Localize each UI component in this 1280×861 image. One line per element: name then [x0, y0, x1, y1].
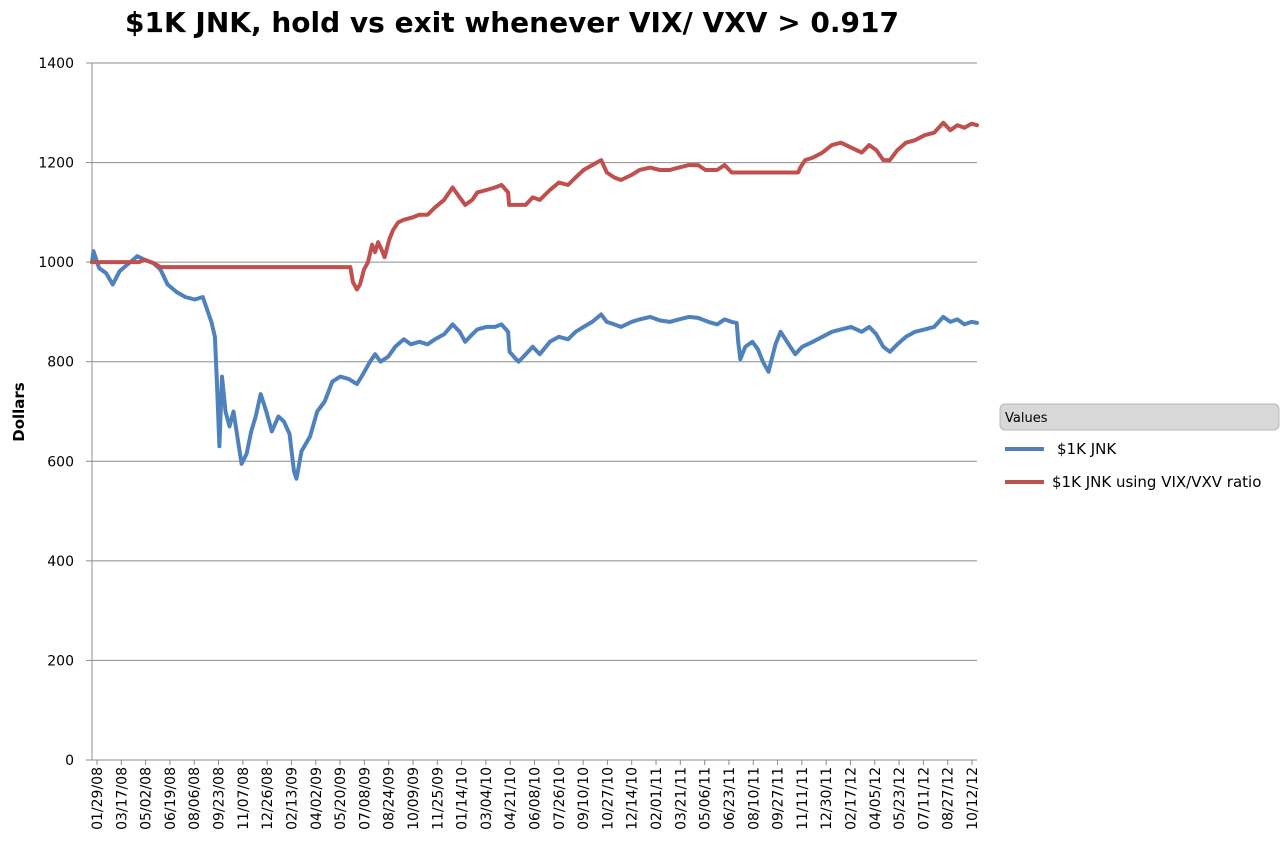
legend-label-jnk: $1K JNK — [1057, 440, 1117, 458]
chart-title: $1K JNK, hold vs exit whenever VIX/ VXV … — [125, 6, 899, 39]
x-tick-label: 10/27/10 — [600, 767, 616, 830]
x-tick-label: 01/14/10 — [455, 767, 471, 830]
x-tick-label: 09/10/10 — [576, 767, 592, 830]
y-tick-label: 800 — [47, 355, 74, 371]
series-line-vix-ratio — [90, 120, 979, 292]
x-tick-label: 01/29/08 — [90, 767, 106, 830]
x-tick-label: 12/14/10 — [625, 767, 641, 830]
y-tick-label: 200 — [47, 653, 74, 669]
x-tick-label: 03/21/11 — [673, 767, 689, 830]
x-tick-label: 05/20/09 — [333, 767, 349, 830]
x-axis-ticks: 01/29/08 03/17/08 05/02/08 06/19/08 08/06/08… — [90, 760, 981, 830]
x-tick-label: 11/11/11 — [795, 767, 811, 830]
x-tick-label: 07/11/12 — [916, 767, 932, 830]
x-tick-label: 10/12/12 — [965, 767, 981, 830]
legend: Values $1K JNK $1K JNK using VIX/VXV rat… — [999, 403, 1280, 491]
x-tick-label: 08/06/08 — [187, 767, 203, 830]
x-tick-label: 09/27/11 — [771, 767, 787, 830]
x-tick-label: 08/27/12 — [941, 767, 957, 830]
x-tick-label: 06/08/10 — [528, 767, 544, 830]
x-tick-label: 11/07/08 — [236, 767, 252, 830]
x-tick-label: 02/13/09 — [284, 767, 300, 830]
x-tick-label: 02/01/11 — [649, 767, 665, 830]
x-tick-label: 05/02/08 — [139, 767, 155, 830]
x-tick-label: 06/19/08 — [163, 767, 179, 830]
y-axis-title: Dollars — [10, 382, 28, 442]
x-tick-label: 07/26/10 — [552, 767, 568, 830]
x-tick-label: 10/09/09 — [406, 767, 422, 830]
x-tick-label: 08/24/09 — [382, 767, 398, 830]
x-tick-label: 12/26/08 — [260, 767, 276, 830]
x-tick-label: 11/25/09 — [430, 767, 446, 830]
series-line-jnk — [90, 249, 979, 481]
x-tick-label: 12/30/11 — [819, 767, 835, 830]
x-tick-label: 04/21/10 — [503, 767, 519, 830]
legend-label-vix-ratio: $1K JNK using VIX/VXV ratio — [1052, 473, 1261, 491]
x-tick-label: 04/05/12 — [868, 767, 884, 830]
x-tick-label: 04/02/09 — [309, 767, 325, 830]
gridlines — [92, 62, 977, 661]
y-tick-label: 1200 — [38, 156, 74, 172]
x-tick-label: 05/06/11 — [698, 767, 714, 830]
y-tick-label: 1400 — [38, 56, 74, 72]
x-tick-label: 09/23/08 — [212, 767, 228, 830]
y-tick-label: 1000 — [38, 255, 74, 271]
series-lines — [90, 120, 979, 481]
x-tick-label: 02/17/12 — [843, 767, 859, 830]
y-tick-label: 400 — [47, 554, 74, 570]
x-tick-label: 06/23/11 — [722, 767, 738, 830]
x-tick-label: 03/17/08 — [114, 767, 130, 830]
y-axis-ticks: 0 200 400 600 800 1000 1200 1400 — [38, 56, 74, 769]
x-tick-label: 05/23/12 — [892, 767, 908, 830]
x-tick-label: 03/04/10 — [479, 767, 495, 830]
plot-area — [86, 62, 977, 761]
legend-header-text: Values — [1005, 411, 1048, 426]
y-tick-label: 600 — [47, 454, 74, 470]
y-tick-label: 0 — [65, 753, 74, 769]
x-tick-label: 08/10/11 — [746, 767, 762, 830]
x-tick-label: 07/08/09 — [357, 767, 373, 830]
legend-header — [999, 403, 1280, 431]
